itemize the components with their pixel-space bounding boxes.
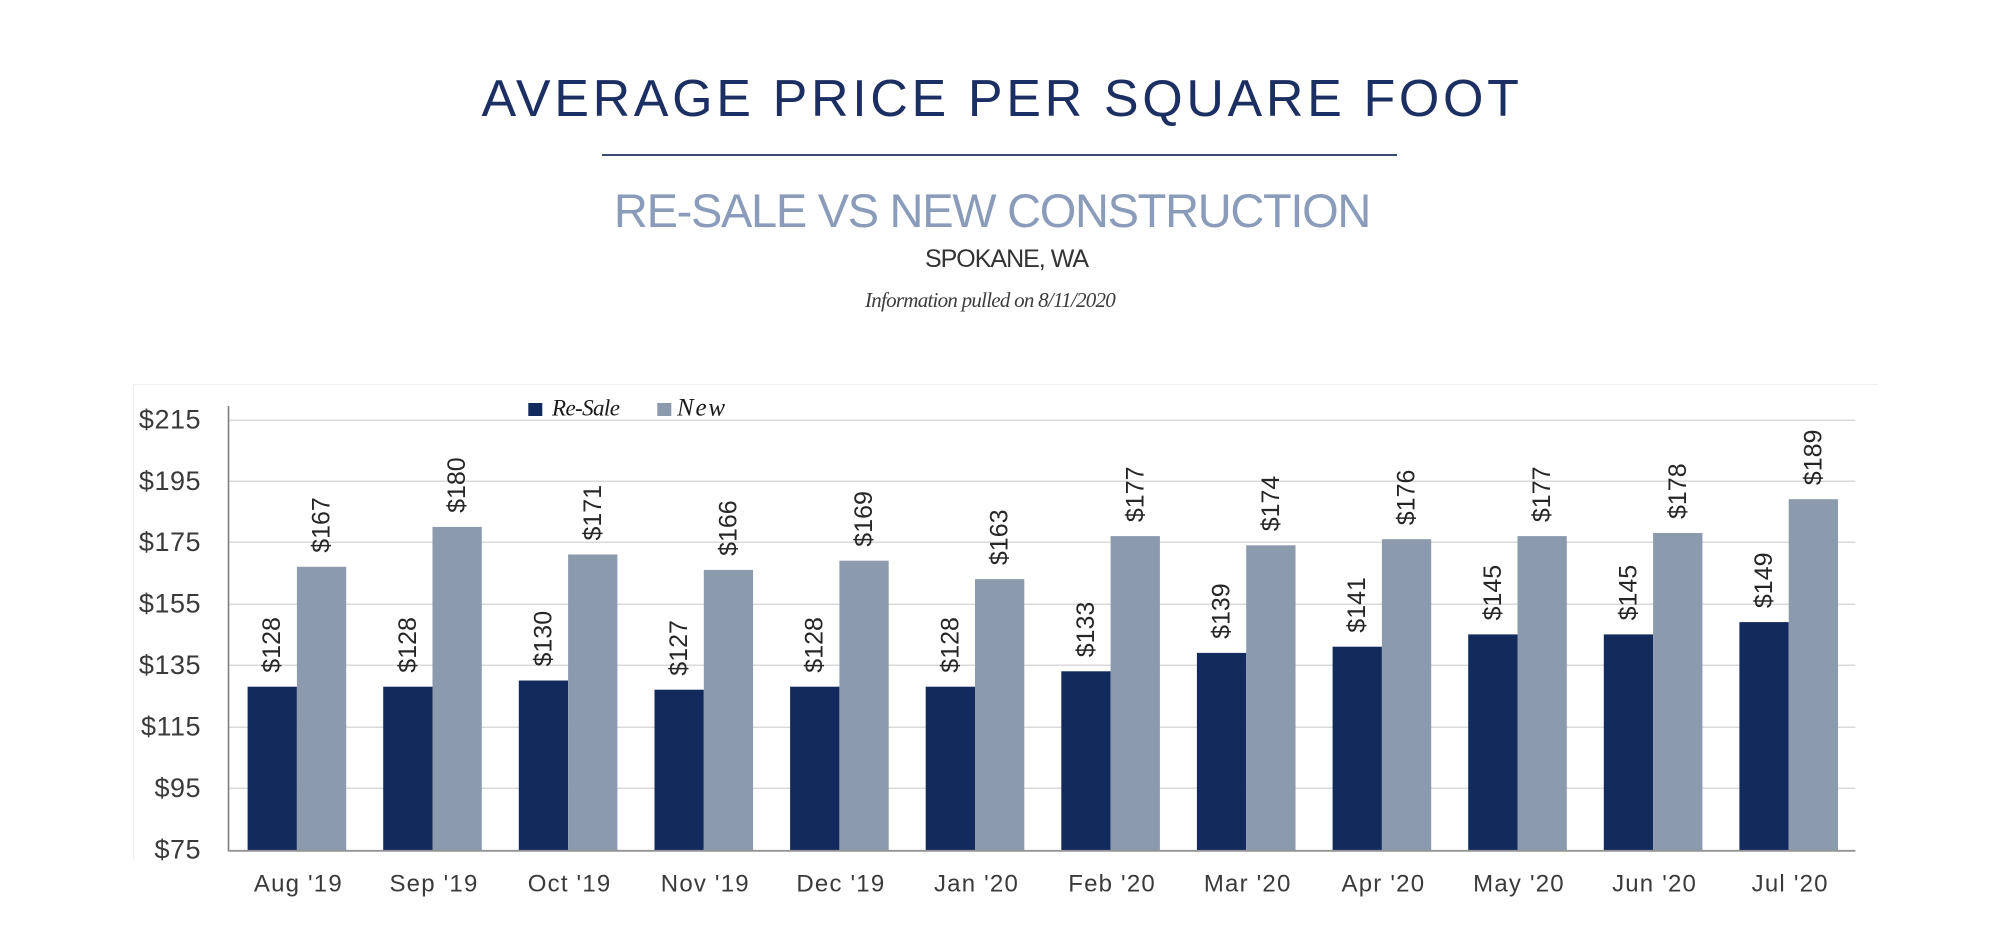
svg-text:Mar '20: Mar '20 [1204,871,1292,898]
svg-text:$139: $139 [1208,583,1236,639]
svg-text:$177: $177 [1121,466,1149,522]
svg-text:Re-Sale: Re-Sale [551,396,620,421]
svg-text:$133: $133 [1072,602,1100,658]
svg-text:Jan '20: Jan '20 [934,871,1019,898]
svg-text:$177: $177 [1528,466,1556,522]
svg-text:Sep '19: Sep '19 [389,871,478,898]
svg-text:Aug '19: Aug '19 [254,871,343,898]
svg-text:$167: $167 [308,497,336,553]
svg-text:Nov '19: Nov '19 [661,871,750,898]
svg-text:$135: $135 [139,650,201,680]
svg-text:$189: $189 [1799,430,1827,486]
svg-text:$128: $128 [258,617,286,673]
svg-text:$128: $128 [394,617,422,673]
svg-text:$141: $141 [1343,577,1371,633]
svg-text:Apr '20: Apr '20 [1342,871,1426,898]
svg-text:New: New [676,395,727,422]
svg-text:Feb '20: Feb '20 [1068,871,1156,898]
svg-text:$75: $75 [154,835,201,865]
svg-text:$128: $128 [801,617,829,673]
svg-text:$178: $178 [1664,463,1692,519]
svg-text:$115: $115 [141,712,201,742]
svg-text:$215: $215 [139,404,201,434]
svg-text:$127: $127 [665,620,693,676]
svg-text:$145: $145 [1615,565,1643,621]
svg-text:$145: $145 [1479,565,1507,621]
svg-text:Oct '19: Oct '19 [528,871,612,898]
svg-text:$95: $95 [154,773,201,803]
svg-text:$176: $176 [1393,470,1421,526]
svg-text:$169: $169 [850,491,878,547]
svg-text:$128: $128 [936,617,964,673]
svg-text:$166: $166 [714,500,742,556]
svg-text:$171: $171 [579,485,607,541]
svg-text:$163: $163 [986,509,1014,565]
svg-text:$180: $180 [443,457,471,513]
svg-text:May '20: May '20 [1473,871,1565,898]
svg-text:$130: $130 [530,611,558,667]
svg-text:Dec '19: Dec '19 [796,871,885,898]
svg-text:Jul '20: Jul '20 [1752,871,1829,898]
svg-text:$175: $175 [139,527,201,557]
svg-text:$149: $149 [1750,552,1778,608]
svg-text:Jun '20: Jun '20 [1612,871,1697,898]
svg-text:$155: $155 [139,589,201,619]
svg-text:$195: $195 [139,466,201,496]
svg-text:$174: $174 [1257,476,1285,532]
